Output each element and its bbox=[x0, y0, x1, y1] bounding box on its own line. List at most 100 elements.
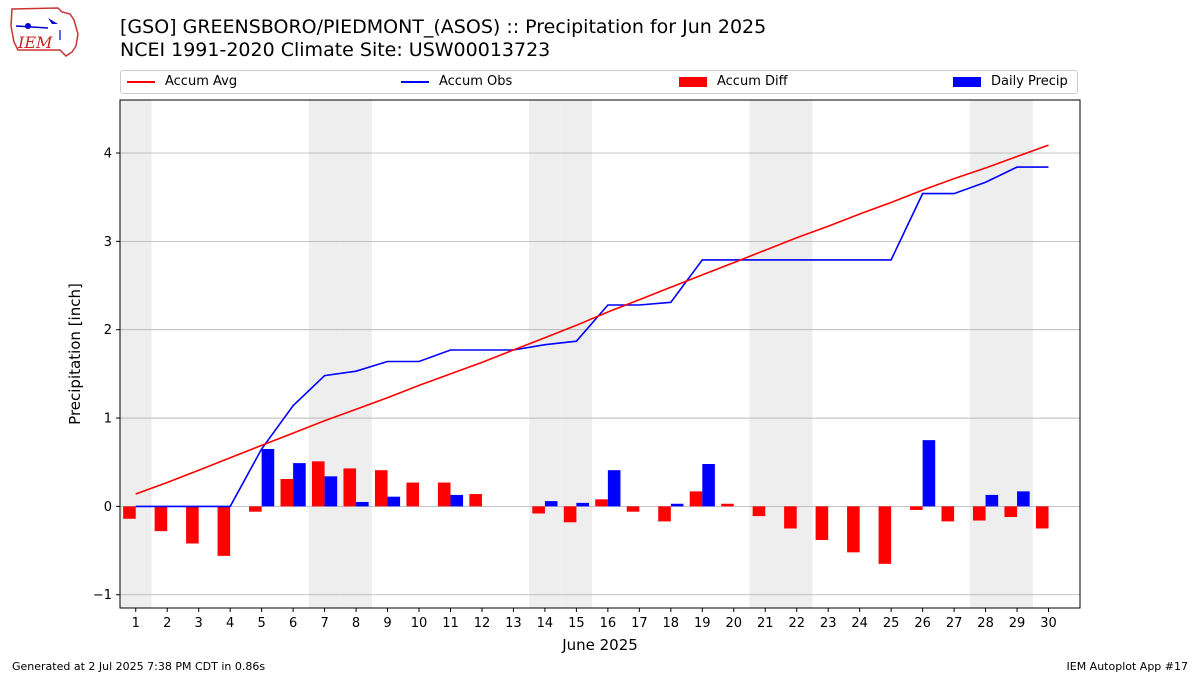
xtick-label-22: 22 bbox=[788, 616, 805, 631]
legend-swatch-accum-diff bbox=[679, 76, 707, 87]
bar-daily-precip-day-19 bbox=[702, 463, 715, 507]
bar-daily-precip-day-9 bbox=[387, 496, 401, 507]
bar-accum-diff-day-1 bbox=[123, 506, 136, 519]
xtick-label-3: 3 bbox=[195, 616, 203, 631]
xtick-label-29: 29 bbox=[1009, 616, 1026, 631]
ytick-label-0: 0 bbox=[104, 500, 112, 515]
svg-text:IEM: IEM bbox=[17, 33, 53, 52]
bar-accum-diff-day-11 bbox=[437, 482, 451, 507]
weekend-band-day-1 bbox=[120, 100, 152, 608]
iem-logo: IEM bbox=[10, 7, 79, 57]
bar-accum-diff-day-20 bbox=[721, 503, 734, 507]
bar-accum-diff-day-3 bbox=[186, 506, 199, 544]
bar-accum-diff-day-23 bbox=[815, 506, 829, 540]
bar-accum-diff-day-8 bbox=[343, 468, 357, 507]
bar-daily-precip-day-15 bbox=[576, 502, 589, 507]
weekend-band-day-22 bbox=[780, 100, 813, 608]
bar-accum-diff-day-7 bbox=[312, 461, 325, 507]
legend-item-accum-obs: Accum Obs bbox=[401, 74, 512, 89]
bar-accum-diff-day-18 bbox=[658, 506, 671, 522]
legend-label-accum-avg: Accum Avg bbox=[165, 74, 238, 89]
bar-daily-precip-day-14 bbox=[544, 501, 558, 507]
xtick-label-27: 27 bbox=[946, 616, 963, 631]
xtick-label-13: 13 bbox=[505, 616, 522, 631]
x-axis-label: June 2025 bbox=[561, 636, 638, 654]
bar-accum-diff-day-16 bbox=[595, 499, 608, 507]
legend-item-accum-diff: Accum Diff bbox=[679, 74, 788, 89]
bar-accum-diff-day-27 bbox=[941, 506, 955, 522]
bar-daily-precip-day-29 bbox=[1017, 491, 1030, 507]
legend: Accum Avg Accum Obs Accum Diff Daily Pre… bbox=[120, 70, 1078, 94]
chart-title: [GSO] GREENSBORO/PIEDMONT_(ASOS) :: Prec… bbox=[120, 16, 767, 38]
ytick-label--1: −1 bbox=[93, 588, 112, 603]
xtick-label-16: 16 bbox=[600, 616, 617, 631]
bar-accum-diff-day-30 bbox=[1035, 506, 1049, 529]
bar-accum-diff-day-10 bbox=[406, 482, 420, 507]
legend-label-accum-diff: Accum Diff bbox=[717, 74, 788, 89]
weekend-band-day-29 bbox=[1001, 100, 1033, 608]
weekend-band-day-14 bbox=[529, 100, 561, 608]
xtick-label-8: 8 bbox=[352, 616, 360, 631]
xtick-label-15: 15 bbox=[568, 616, 585, 631]
chart-subtitle: NCEI 1991-2020 Climate Site: USW00013723 bbox=[120, 39, 551, 61]
xtick-label-12: 12 bbox=[474, 616, 491, 631]
bar-accum-diff-day-29 bbox=[1004, 506, 1018, 518]
legend-item-accum-avg: Accum Avg bbox=[127, 74, 237, 89]
bar-accum-diff-day-14 bbox=[532, 506, 545, 514]
bar-daily-precip-day-5 bbox=[261, 448, 275, 507]
xtick-label-5: 5 bbox=[257, 616, 265, 631]
ytick-label-2: 2 bbox=[104, 323, 112, 338]
xtick-label-6: 6 bbox=[289, 616, 297, 631]
bar-accum-diff-day-9 bbox=[374, 470, 388, 507]
line-accum-avg bbox=[135, 144, 1049, 495]
xtick-label-20: 20 bbox=[725, 616, 742, 631]
bar-daily-precip-day-6 bbox=[293, 463, 306, 507]
legend-item-daily-precip: Daily Precip bbox=[953, 74, 1068, 89]
line-accum-obs bbox=[135, 166, 1049, 508]
bar-daily-precip-day-11 bbox=[450, 494, 464, 507]
bar-accum-diff-day-15 bbox=[563, 506, 577, 523]
legend-swatch-accum-obs bbox=[401, 80, 429, 83]
xtick-label-28: 28 bbox=[977, 616, 994, 631]
bar-daily-precip-day-28 bbox=[985, 494, 999, 507]
xtick-label-25: 25 bbox=[883, 616, 900, 631]
xtick-label-11: 11 bbox=[442, 616, 459, 631]
bar-accum-diff-day-22 bbox=[784, 506, 797, 529]
bar-accum-diff-day-2 bbox=[154, 506, 168, 532]
y-axis-label: Precipitation [inch] bbox=[66, 283, 84, 425]
xtick-label-21: 21 bbox=[757, 616, 774, 631]
bar-daily-precip-day-18 bbox=[670, 503, 684, 507]
xtick-label-10: 10 bbox=[411, 616, 428, 631]
legend-label-daily-precip: Daily Precip bbox=[991, 74, 1068, 89]
weekend-band-day-8 bbox=[340, 100, 372, 608]
bar-accum-diff-day-24 bbox=[847, 506, 860, 553]
xtick-label-18: 18 bbox=[663, 616, 680, 631]
legend-swatch-accum-avg bbox=[127, 80, 155, 83]
bar-daily-precip-day-8 bbox=[356, 501, 369, 507]
bar-accum-diff-day-26 bbox=[910, 506, 923, 510]
xtick-label-17: 17 bbox=[631, 616, 648, 631]
xtick-label-9: 9 bbox=[383, 616, 391, 631]
xtick-label-30: 30 bbox=[1040, 616, 1057, 631]
bar-accum-diff-day-17 bbox=[626, 506, 640, 512]
xtick-label-23: 23 bbox=[820, 616, 837, 631]
weekend-band-day-21 bbox=[749, 100, 781, 608]
xtick-label-19: 19 bbox=[694, 616, 711, 631]
xtick-label-7: 7 bbox=[320, 616, 328, 631]
bar-daily-precip-day-26 bbox=[922, 440, 936, 507]
xtick-label-4: 4 bbox=[226, 616, 234, 631]
xtick-label-14: 14 bbox=[537, 616, 554, 631]
bar-daily-precip-day-16 bbox=[607, 470, 621, 507]
weekend-band-day-28 bbox=[969, 100, 1002, 608]
legend-swatch-daily-precip bbox=[953, 76, 981, 87]
xtick-label-24: 24 bbox=[851, 616, 868, 631]
legend-label-accum-obs: Accum Obs bbox=[439, 74, 513, 89]
bar-accum-diff-day-25 bbox=[878, 506, 892, 564]
bar-accum-diff-day-6 bbox=[280, 479, 294, 507]
weekend-band-day-15 bbox=[560, 100, 593, 608]
ytick-label-1: 1 bbox=[104, 412, 112, 427]
weekend-band-day-7 bbox=[308, 100, 341, 608]
footer-app: IEM Autoplot App #17 bbox=[1066, 660, 1189, 673]
xtick-label-26: 26 bbox=[914, 616, 931, 631]
